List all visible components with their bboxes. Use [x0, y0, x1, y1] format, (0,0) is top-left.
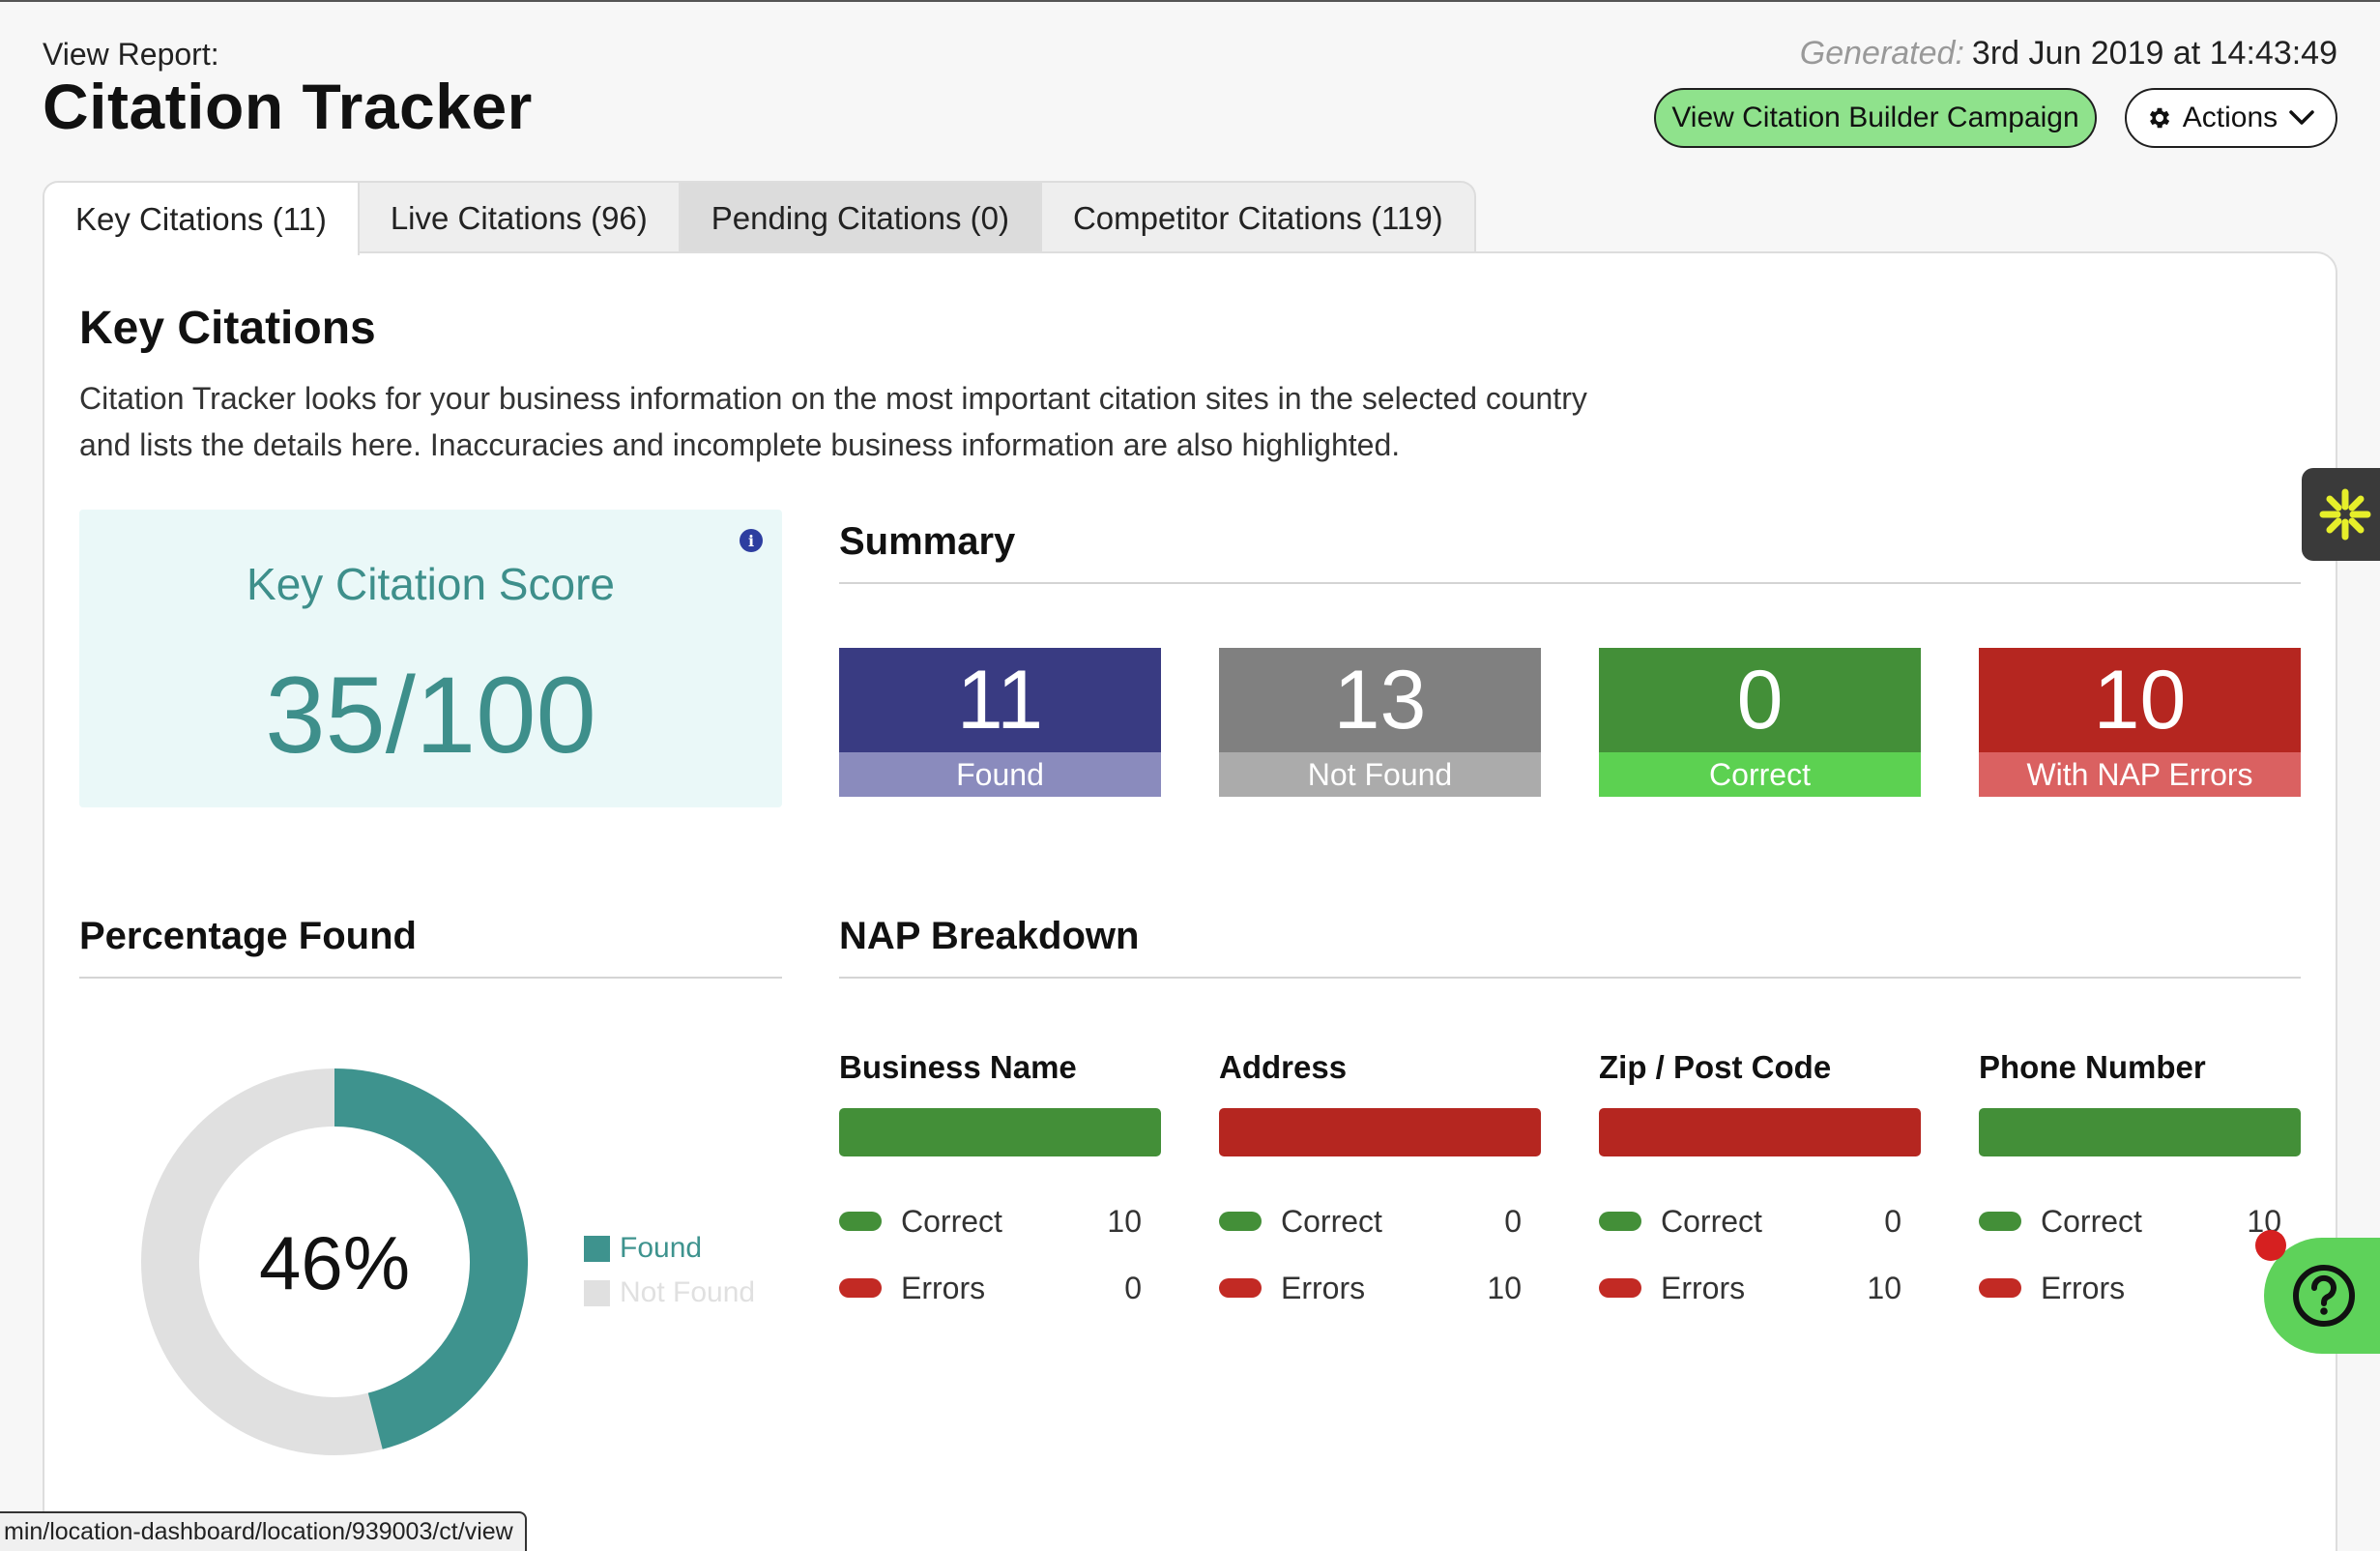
percentage-title: Percentage Found [79, 915, 417, 957]
help-question-icon [2293, 1265, 2355, 1327]
red-pill-icon [1599, 1278, 1641, 1298]
red-pill-icon [1979, 1278, 2021, 1298]
nap-correct-value: 10 [1107, 1203, 1142, 1239]
nap-correct-row: Correct 0 [1219, 1202, 1541, 1241]
nap-column-zip-post-code: Zip / Post Code Correct 0 Errors 10 [1599, 1049, 1921, 1305]
donut-legend: Found Not Found [584, 1226, 755, 1315]
legend-label-not-found: Not Found [620, 1276, 756, 1308]
percentage-divider [79, 977, 782, 979]
tab-live-citations[interactable]: Live Citations (96) [357, 181, 681, 253]
green-pill-icon [1219, 1212, 1262, 1231]
legend-label-found: Found [620, 1232, 703, 1264]
legend-swatch-found [584, 1235, 610, 1262]
nap-column-title: Business Name [839, 1049, 1077, 1085]
nap-errors-label: Errors [1281, 1270, 1366, 1305]
tab-pending-citations[interactable]: Pending Citations (0) [678, 181, 1042, 253]
gear-icon [2146, 104, 2173, 132]
section-description: Citation Tracker looks for your business… [79, 381, 1587, 462]
nap-status-bar [1599, 1108, 1921, 1156]
view-campaign-button[interactable]: View Citation Builder Campaign [1654, 88, 2097, 148]
nap-correct-row: Correct 0 [1599, 1202, 1921, 1241]
green-pill-icon [1979, 1212, 2021, 1231]
nap-errors-value: 10 [1487, 1270, 1522, 1305]
stat-nap-errors-label: With NAP Errors [1979, 752, 2301, 797]
nap-column-title: Zip / Post Code [1599, 1049, 1832, 1085]
legend-item-not-found[interactable]: Not Found [584, 1271, 755, 1315]
nap-correct-label: Correct [901, 1203, 1002, 1239]
actions-label: Actions [2182, 102, 2278, 133]
report-tabs: Key Citations (11) Live Citations (96) P… [43, 181, 1476, 255]
top-border [0, 0, 2380, 2]
tab-competitor-citations[interactable]: Competitor Citations (119) [1039, 181, 1476, 253]
help-button[interactable] [2264, 1238, 2380, 1354]
generated-timestamp: Generated: 3rd Jun 2019 at 14:43:49 [1800, 35, 2337, 73]
percentage-donut-chart: 46% [141, 1068, 528, 1455]
nap-column-title: Address [1219, 1049, 1348, 1085]
summary-divider [839, 582, 2301, 584]
stat-found-label: Found [839, 752, 1161, 797]
nap-title: NAP Breakdown [839, 915, 1140, 957]
section-title: Key Citations [79, 303, 376, 354]
score-value: 35/100 [265, 655, 596, 776]
nap-correct-label: Correct [2041, 1203, 2142, 1239]
page-pretitle: View Report: [43, 37, 219, 72]
nap-errors-row: Errors 10 [1599, 1269, 1921, 1307]
status-bar-url: min/location-dashboard/location/939003/c… [0, 1511, 527, 1551]
nap-status-bar [839, 1108, 1161, 1156]
nap-errors-row: Errors 0 [839, 1269, 1161, 1307]
stat-correct-label: Correct [1599, 752, 1921, 797]
nap-correct-value: 0 [1504, 1203, 1522, 1239]
score-label: Key Citation Score [247, 559, 615, 609]
nap-errors-label: Errors [2041, 1270, 2126, 1305]
legend-item-found[interactable]: Found [584, 1226, 755, 1271]
summary-title: Summary [839, 520, 1016, 563]
nap-status-bar [1219, 1108, 1541, 1156]
nap-status-bar [1979, 1108, 2301, 1156]
nap-column-business-name: Business Name Correct 10 Errors 0 [839, 1049, 1161, 1305]
stat-found-value: 11 [839, 648, 1161, 752]
nap-correct-value: 0 [1884, 1203, 1901, 1239]
chevron-down-icon [2287, 108, 2316, 128]
stat-not-found-value: 13 [1219, 648, 1541, 752]
stat-not-found: 13 Not Found [1219, 648, 1541, 797]
generated-value: 3rd Jun 2019 at 14:43:49 [1971, 35, 2337, 72]
content-panel [43, 251, 2337, 1551]
stat-nap-errors-value: 10 [1979, 648, 2301, 752]
nap-column-address: Address Correct 0 Errors 10 [1219, 1049, 1541, 1305]
red-pill-icon [839, 1278, 882, 1298]
donut-found-segment [334, 1068, 528, 1449]
stat-not-found-label: Not Found [1219, 752, 1541, 797]
nap-correct-label: Correct [1281, 1203, 1382, 1239]
nap-correct-row: Correct 10 [1979, 1202, 2301, 1241]
nap-correct-row: Correct 10 [839, 1202, 1161, 1241]
green-pill-icon [839, 1212, 882, 1231]
tab-key-citations[interactable]: Key Citations (11) [43, 181, 360, 255]
stat-nap-errors: 10 With NAP Errors [1979, 648, 2301, 797]
nap-errors-label: Errors [901, 1270, 986, 1305]
asterisk-logo-icon [2319, 488, 2371, 541]
stat-correct: 0 Correct [1599, 648, 1921, 797]
nap-divider [839, 977, 2301, 979]
nap-errors-value: 0 [1124, 1270, 1142, 1305]
donut-center-label: 46% [259, 1220, 410, 1305]
info-icon[interactable]: i [740, 529, 763, 552]
generated-label: Generated: [1799, 35, 1964, 72]
nap-correct-label: Correct [1661, 1203, 1762, 1239]
red-pill-icon [1219, 1278, 1262, 1298]
stat-found: 11 Found [839, 648, 1161, 797]
nap-column-title: Phone Number [1979, 1049, 2206, 1085]
nap-errors-row: Errors 10 [1219, 1269, 1541, 1307]
stat-correct-value: 0 [1599, 648, 1921, 752]
side-widget-button[interactable] [2302, 468, 2380, 561]
score-card: i Key Citation Score 35/100 [79, 510, 782, 807]
page-title: Citation Tracker [43, 71, 533, 142]
nap-errors-value: 10 [1867, 1270, 1901, 1305]
green-pill-icon [1599, 1212, 1641, 1231]
actions-dropdown-button[interactable]: Actions [2125, 88, 2337, 148]
legend-swatch-not-found [584, 1279, 610, 1306]
notification-dot [2255, 1230, 2286, 1261]
nap-errors-label: Errors [1661, 1270, 1746, 1305]
